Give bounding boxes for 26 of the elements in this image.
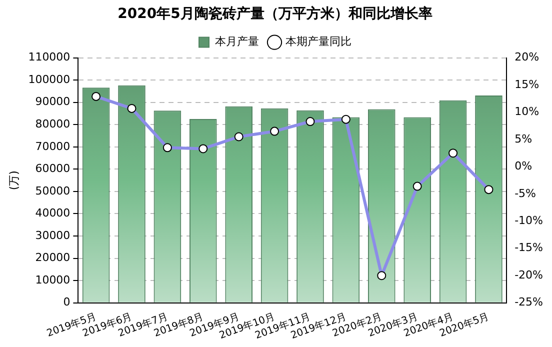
y2-tick-label: -10% [514, 214, 544, 228]
y2-tick-label: 0% [514, 160, 532, 173]
y-tick-label: 90000 [35, 95, 70, 108]
y-tick-label: 40000 [35, 206, 70, 220]
y2-tick-label: 20% [514, 50, 540, 64]
legend-label: 本月产量 [215, 35, 259, 48]
y2-tick-label: -5% [514, 186, 536, 200]
y2-tick-label: -15% [514, 241, 544, 254]
y-axis-title: (万) [7, 170, 20, 190]
y2-tick-label: -25% [514, 296, 544, 309]
chart-title: 2020年5月陶瓷砖产量（万平方米）和同比增长率 [118, 5, 432, 22]
y-tick-label: 100000 [28, 72, 70, 86]
y-tick-label: 110000 [28, 50, 70, 64]
y2-tick-label: 15% [514, 78, 540, 91]
legend-label: 本期产量同比 [286, 35, 352, 48]
y-tick-label: 30000 [35, 228, 70, 242]
y-tick-label: 70000 [35, 140, 70, 153]
y-tick-label: 60000 [35, 162, 70, 176]
y-tick-label: 0 [63, 296, 70, 309]
y-tick-label: 10000 [35, 273, 70, 286]
y-tick-label: 50000 [35, 184, 70, 198]
y2-tick-label: 10% [514, 105, 540, 118]
y2-tick-label: 5% [514, 132, 532, 146]
y-tick-label: 80000 [35, 117, 70, 130]
y2-tick-label: -20% [514, 268, 544, 282]
y-tick-label: 20000 [35, 251, 70, 264]
